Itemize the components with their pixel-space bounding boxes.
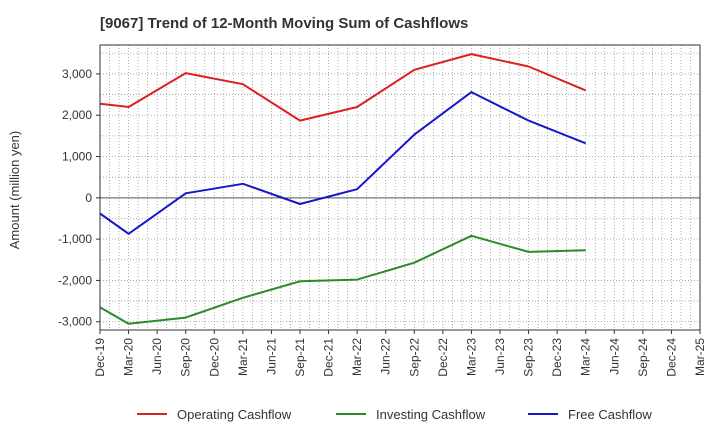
chart-title: [9067] Trend of 12-Month Moving Sum of C… (100, 15, 468, 32)
y-tick-label: 3,000 (62, 67, 92, 81)
x-tick-label: Mar-24 (579, 338, 593, 376)
y-tick-label: -1,000 (58, 232, 92, 246)
y-axis-label: Amount (million yen) (7, 131, 22, 250)
x-tick-label: Jun-21 (264, 338, 278, 375)
x-tick-label: Mar-22 (350, 338, 364, 376)
x-tick-label: Dec-20 (207, 338, 221, 377)
y-tick-label: 2,000 (62, 108, 92, 122)
x-tick-label: Dec-21 (322, 338, 336, 377)
x-tick-label: Mar-21 (236, 338, 250, 376)
x-tick-label: Sep-22 (407, 338, 421, 377)
x-tick-label: Jun-20 (150, 338, 164, 375)
series-lines (99, 53, 587, 325)
x-tick-label: Sep-24 (636, 338, 650, 377)
x-tick-label: Dec-19 (93, 338, 107, 377)
series-line-operating-cashflow (99, 53, 587, 122)
x-tick-label: Mar-20 (122, 338, 136, 376)
x-tick-labels: Dec-19 Mar-20 Jun-20 Sep-20 Dec-20 Mar-21 Jun-… (93, 330, 707, 377)
x-tick-label: Sep-23 (522, 338, 536, 377)
x-tick-label: Sep-20 (179, 338, 193, 377)
y-tick-labels: 3,000 2,000 1,000 0 -1,000 -2,000 -3,000 (58, 67, 100, 329)
y-tick-label: -3,000 (58, 315, 92, 329)
y-tick-label: -2,000 (58, 273, 92, 287)
x-tick-label: Dec-24 (664, 338, 678, 377)
y-tick-label: 1,000 (62, 150, 92, 164)
grid-lines (99, 45, 701, 330)
x-tick-label: Jun-23 (493, 338, 507, 375)
x-tick-label: Sep-21 (293, 338, 307, 377)
x-tick-label: Dec-23 (550, 338, 564, 377)
x-tick-label: Mar-25 (693, 338, 707, 376)
plot-frame (99, 44, 701, 331)
x-tick-label: Dec-22 (436, 338, 450, 377)
series-line-free-cashflow (99, 91, 587, 235)
y-tick-label: 0 (85, 191, 92, 205)
legend-label: Investing Cashflow (376, 407, 486, 422)
x-tick-label: Jun-24 (607, 338, 621, 375)
series-line-investing-cashflow (99, 234, 586, 325)
legend-label: Free Cashflow (568, 407, 652, 422)
x-tick-label: Mar-23 (464, 338, 478, 376)
legend-label: Operating Cashflow (177, 407, 292, 422)
legend: Operating Cashflow Investing Cashflow Free… (137, 407, 652, 422)
x-tick-label: Jun-22 (379, 338, 393, 375)
